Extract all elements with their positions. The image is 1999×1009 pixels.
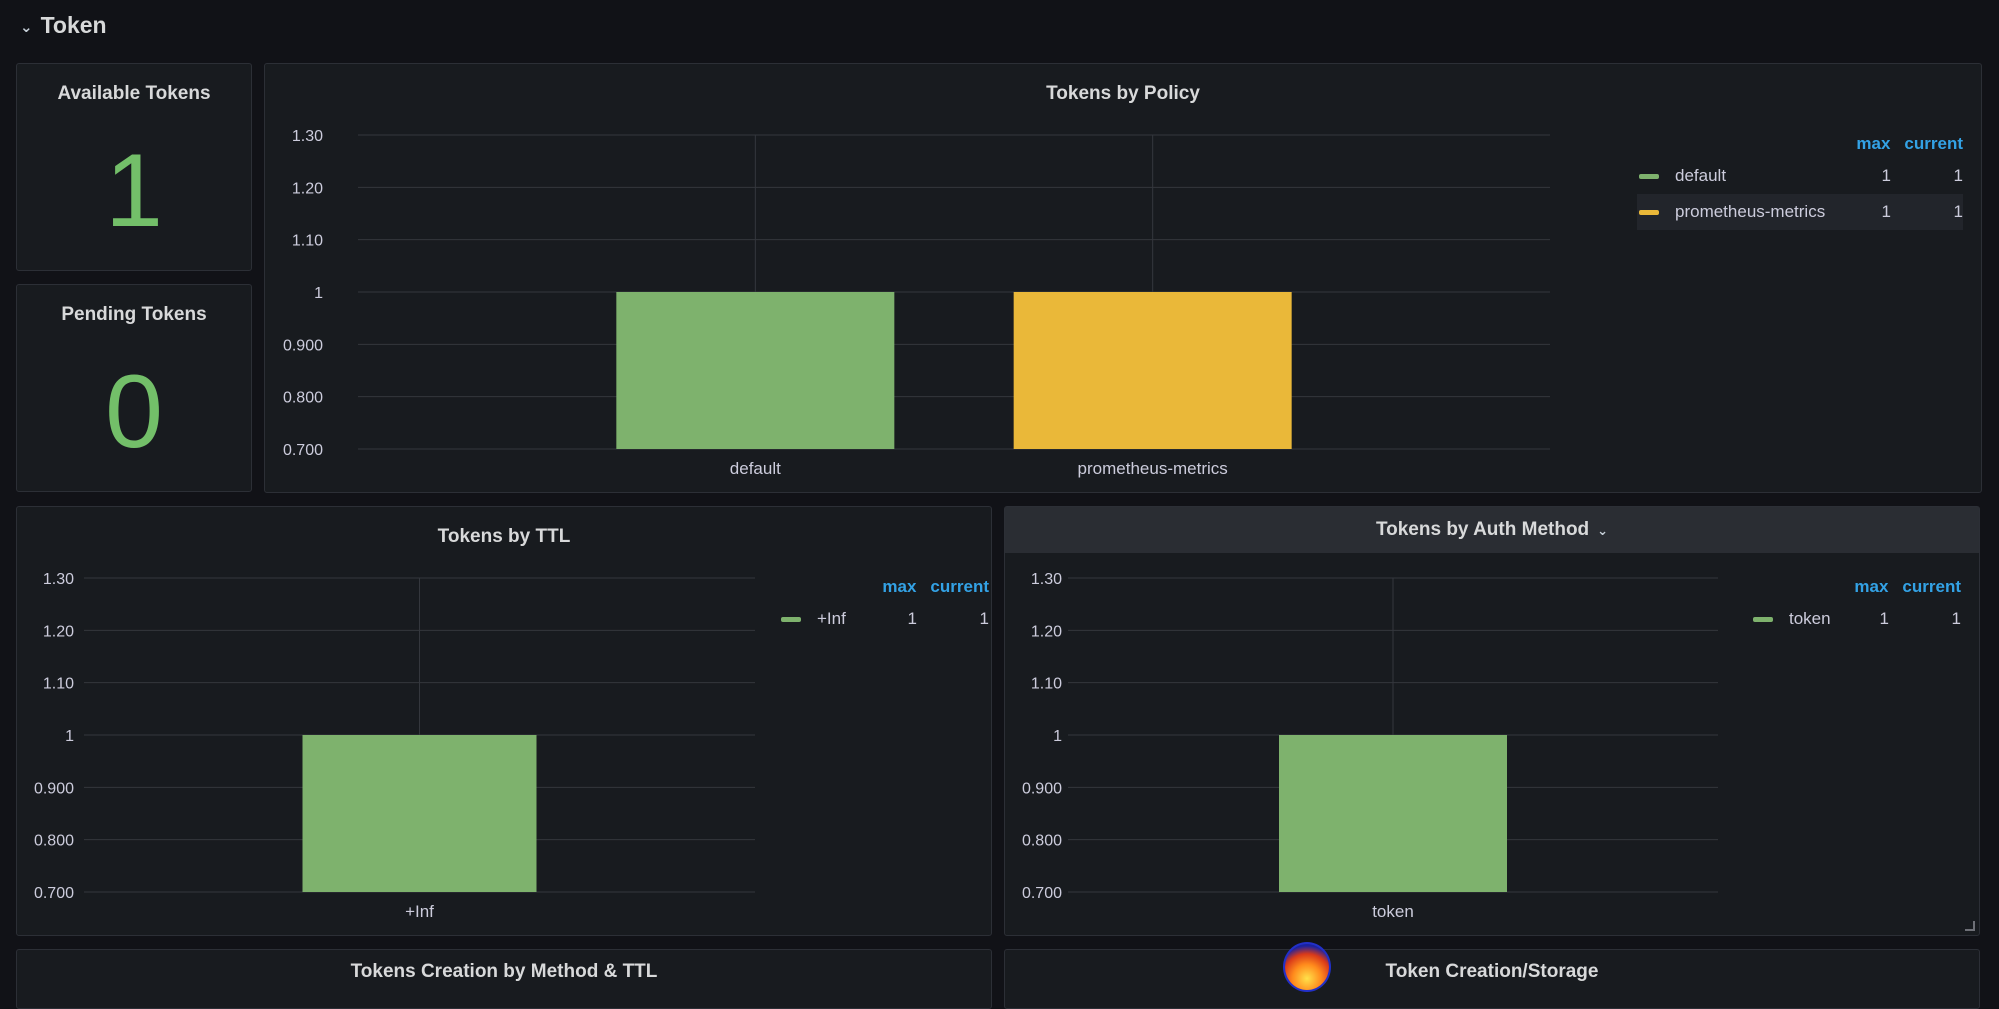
tokens-by-ttl-chart[interactable]: 0.700 0.800 0.900 1 1.10 1.20 1.30 +Inf: [17, 507, 777, 937]
legend-series-name[interactable]: prometheus-metrics: [1675, 202, 1826, 221]
y-tick-label: 1.20: [43, 623, 74, 640]
cursor-avatar: [1283, 942, 1331, 992]
available-tokens-value: 1: [105, 133, 163, 249]
legend-header-current[interactable]: current: [930, 577, 989, 596]
bar-+Inf: [302, 735, 537, 892]
tokens-by-auth-method-legend: max current token 1 1: [1751, 573, 1961, 637]
chevron-down-icon[interactable]: ⌄: [20, 18, 33, 36]
y-tick-label: 1.20: [292, 180, 323, 197]
legend-header-current[interactable]: current: [1902, 577, 1961, 596]
legend-header-max[interactable]: max: [1856, 134, 1891, 153]
legend-swatch[interactable]: [1639, 173, 1659, 179]
y-tick-label: 1.10: [292, 233, 323, 250]
chevron-down-icon[interactable]: ⌄: [1597, 523, 1609, 538]
y-tick-label: 1.10: [1031, 676, 1062, 693]
y-tick-label: 0.700: [1022, 885, 1062, 902]
legend-item[interactable]: token 1 1: [1751, 601, 1961, 637]
y-tick-label: 0.900: [34, 780, 74, 797]
legend-series-name[interactable]: token: [1789, 609, 1831, 628]
tokens-by-ttl-panel[interactable]: Tokens by TTL 0.700 0.800 0.900 1 1.10 1.20 1.…: [16, 506, 992, 936]
tokens-by-policy-panel[interactable]: Tokens by Policy 0.700 0.800 0.900 1 1.10 1.2…: [264, 63, 1982, 493]
x-tick-label: +Inf: [405, 902, 434, 921]
legend-current-value: 1: [1953, 202, 1963, 221]
tokens-by-auth-method-chart[interactable]: 0.700 0.800 0.900 1 1.10 1.20 1.30 token: [1005, 507, 1745, 937]
row-title: Token: [40, 12, 107, 38]
resize-handle[interactable]: [1965, 921, 1975, 931]
pending-tokens-value: 0: [105, 354, 163, 470]
y-tick-label: 1: [314, 285, 323, 302]
legend-series-name[interactable]: +Inf: [817, 609, 846, 628]
pending-tokens-panel[interactable]: Pending Tokens 0: [16, 284, 252, 492]
y-tick-label: 1.30: [292, 128, 323, 145]
y-tick-label: 1: [1053, 728, 1062, 745]
y-tick-label: 1.30: [43, 571, 74, 588]
panel-title[interactable]: Tokens by Policy: [1046, 83, 1200, 104]
panel-title[interactable]: Token Creation/Storage: [1385, 961, 1599, 982]
x-tick-label: prometheus-metrics: [1078, 459, 1228, 478]
legend-current-value: 1: [979, 609, 989, 628]
legend-swatch[interactable]: [1639, 209, 1659, 215]
panel-title[interactable]: Tokens by TTL: [437, 526, 571, 547]
legend-header-current[interactable]: current: [1904, 134, 1963, 153]
tokens-by-policy-chart[interactable]: 0.700 0.800 0.900 1 1.10 1.20 1.30 default prome…: [265, 64, 1565, 494]
legend-header-max[interactable]: max: [882, 577, 917, 596]
legend-header: max current: [779, 573, 989, 601]
legend-item[interactable]: prometheus-metrics 1 1: [1637, 194, 1963, 230]
bar-token: [1279, 735, 1507, 892]
legend-header-max[interactable]: max: [1854, 577, 1889, 596]
legend-max-value: 1: [1881, 166, 1891, 185]
legend-max-value: 1: [1881, 202, 1891, 221]
panel-title[interactable]: Tokens by Auth Method ⌄: [1005, 507, 1979, 553]
x-tick-label: token: [1372, 902, 1414, 921]
bar-default: [616, 292, 895, 449]
tokens-by-policy-legend: max current default 1 1 prometheus-metrics 1 1: [1637, 130, 1963, 230]
legend-current-value: 1: [1953, 166, 1963, 185]
legend-max-value: 1: [907, 609, 917, 628]
y-tick-label: 0.800: [34, 833, 74, 850]
panel-title[interactable]: Pending Tokens: [61, 304, 207, 325]
legend-current-value: 1: [1951, 609, 1961, 628]
legend-header: max current: [1751, 573, 1961, 601]
panel-title[interactable]: Tokens Creation by Method & TTL: [350, 961, 658, 982]
legend-item[interactable]: default 1 1: [1637, 158, 1963, 194]
panel-title-text[interactable]: Tokens by Auth Method: [1375, 519, 1590, 540]
y-tick-label: 1.20: [1031, 623, 1062, 640]
tokens-by-auth-method-panel[interactable]: Tokens by Auth Method ⌄ 0.700 0.800 0.900 1 1…: [1004, 506, 1980, 936]
y-tick-label: 0.900: [1022, 780, 1062, 797]
row-header-token[interactable]: ⌄ Token: [20, 12, 107, 39]
y-tick-label: 1.30: [1031, 571, 1062, 588]
legend-item[interactable]: +Inf 1 1: [779, 601, 989, 637]
y-tick-label: 0.700: [34, 885, 74, 902]
y-tick-label: 1.10: [43, 676, 74, 693]
y-tick-label: 0.900: [283, 337, 323, 354]
tokens-creation-panel[interactable]: Tokens Creation by Method & TTL: [16, 949, 992, 1009]
bar-prometheus-metrics: [1013, 292, 1292, 449]
token-creation-storage-panel[interactable]: Token Creation/Storage: [1004, 949, 1980, 1009]
y-tick-label: 1: [65, 728, 74, 745]
y-tick-label: 0.800: [283, 390, 323, 407]
legend-header: max current: [1637, 130, 1963, 158]
panel-title[interactable]: Available Tokens: [57, 83, 211, 104]
y-tick-label: 0.700: [283, 442, 323, 459]
available-tokens-panel[interactable]: Available Tokens 1: [16, 63, 252, 271]
tokens-by-ttl-legend: max current +Inf 1 1: [779, 573, 989, 637]
x-tick-label: default: [730, 459, 781, 478]
legend-series-name[interactable]: default: [1675, 166, 1727, 185]
legend-swatch[interactable]: [781, 616, 801, 622]
y-tick-label: 0.800: [1022, 833, 1062, 850]
legend-max-value: 1: [1879, 609, 1889, 628]
legend-swatch[interactable]: [1753, 616, 1773, 622]
